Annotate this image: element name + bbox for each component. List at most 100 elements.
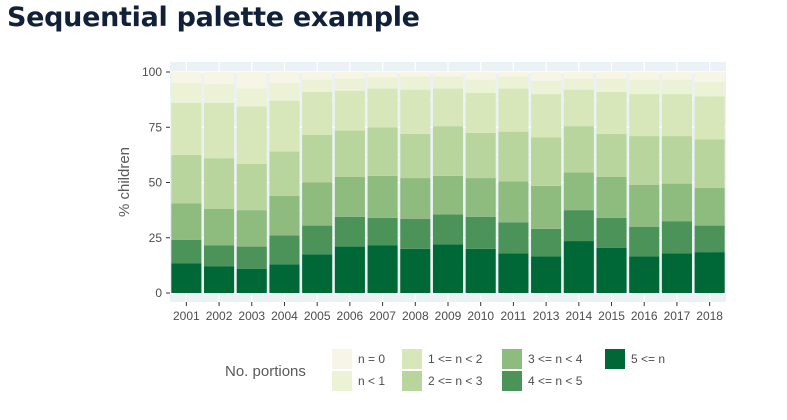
bar-segment	[334, 130, 365, 177]
x-tick-label: 2002	[206, 309, 233, 323]
x-tick-label: 2015	[598, 309, 625, 323]
bar-segment	[204, 209, 235, 246]
bar-segment	[400, 178, 431, 219]
bar-segment	[432, 126, 464, 176]
bar-segment	[400, 72, 431, 77]
legend-label: 1 <= n < 2	[428, 352, 483, 366]
bar-segment	[596, 91, 627, 134]
x-tick-label: 2006	[337, 309, 364, 323]
bar-segment	[629, 94, 660, 137]
bar-segment	[171, 102, 202, 155]
x-tick-label: 2013	[533, 309, 560, 323]
bar-segment	[563, 241, 594, 293]
x-tick-label: 2011	[501, 309, 527, 323]
bar-segment	[334, 216, 365, 247]
legend-swatch	[332, 349, 352, 369]
bar-segment	[563, 210, 594, 242]
bar-segment	[334, 176, 365, 217]
bar-segment	[269, 195, 300, 236]
bar-segment	[302, 134, 333, 183]
y-tick-label: 0	[155, 286, 162, 300]
bar-segment	[171, 203, 202, 240]
x-tick-label: 2017	[664, 309, 691, 323]
bar-segment	[302, 182, 333, 226]
bar-segment	[432, 175, 464, 215]
legend-swatch	[605, 349, 625, 369]
bar-segment	[661, 253, 692, 293]
bar-segment	[498, 253, 529, 293]
bar-segment	[367, 175, 398, 218]
bar-segment	[302, 79, 333, 92]
bar-segment	[236, 268, 267, 293]
bar-segment	[629, 184, 660, 227]
bar-segment	[694, 96, 725, 140]
bar-segment	[302, 91, 333, 135]
y-tick-label: 25	[149, 231, 163, 245]
bar-segment	[563, 126, 594, 173]
bar-segment	[465, 178, 496, 217]
bar-segment	[465, 248, 496, 293]
bar-segment	[236, 210, 267, 247]
bar-segment	[171, 154, 202, 204]
y-tick-label: 75	[149, 120, 163, 134]
bar-segment	[629, 79, 660, 95]
bar-segment	[367, 77, 398, 89]
x-tick-label: 2004	[271, 309, 298, 323]
bar-segment	[236, 163, 267, 211]
x-tick-label: 2005	[304, 309, 331, 323]
bar-segment	[432, 214, 464, 245]
x-tick-label: 2001	[173, 309, 200, 323]
bar-segment	[334, 72, 365, 79]
bar-segment	[465, 216, 496, 249]
bar-segment	[596, 176, 627, 218]
legend-swatch	[402, 349, 422, 369]
bar-segment	[465, 72, 496, 80]
x-tick-label: 2003	[238, 309, 265, 323]
bar-segment	[400, 248, 431, 293]
bar-segment	[204, 266, 235, 293]
bar-segment	[367, 72, 398, 78]
bar-segment	[498, 181, 529, 223]
bar-segment	[661, 221, 692, 254]
bar-segment	[661, 79, 692, 95]
bar-segment	[661, 94, 692, 137]
bar-segment	[465, 92, 496, 133]
bar-segment	[596, 78, 627, 92]
bar-segment	[400, 218, 431, 249]
bar-segment	[236, 72, 267, 89]
bar-segment	[694, 252, 725, 293]
bar-segment	[563, 172, 594, 211]
bar-segment	[302, 72, 333, 80]
legend-label: n < 1	[358, 374, 385, 388]
bar-segment	[498, 222, 529, 254]
legend-label: 5 <= n	[631, 352, 665, 366]
legend-label: n = 0	[358, 352, 385, 366]
bar-segment	[661, 136, 692, 184]
legend-swatch	[332, 371, 352, 391]
bar-segment	[596, 217, 627, 248]
bar-stacks	[171, 72, 725, 293]
bar-segment	[498, 131, 529, 182]
bar-segment	[269, 151, 300, 196]
bar-segment	[694, 72, 725, 82]
bar-segment	[334, 78, 365, 91]
bar-segment	[432, 244, 464, 293]
y-axis: 0 25 50 75 100	[142, 65, 170, 300]
y-axis-title: % children	[116, 147, 133, 217]
x-tick-label: 2007	[369, 309, 396, 323]
bar-segment	[334, 246, 365, 293]
x-tick-label: 2009	[435, 309, 462, 323]
bar-segment	[498, 88, 529, 132]
bar-segment	[563, 78, 594, 90]
x-axis: 2001 2002 2003 2004 2005 2006 2007 2008 2009 2010…	[173, 302, 723, 323]
bar-segment	[498, 72, 529, 77]
bar-segment	[661, 183, 692, 222]
bar-segment	[204, 84, 235, 103]
x-tick-label: 2014	[565, 309, 592, 323]
bar-segment	[302, 225, 333, 255]
bar-segment	[432, 88, 464, 127]
legend-swatch	[502, 349, 522, 369]
page-title: Sequential palette example	[7, 2, 420, 33]
bar-segment	[694, 225, 725, 253]
